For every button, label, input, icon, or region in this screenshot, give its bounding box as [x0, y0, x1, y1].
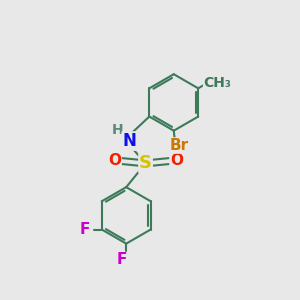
Text: F: F [117, 253, 127, 268]
Text: F: F [80, 222, 90, 237]
Text: S: S [139, 154, 152, 172]
Text: O: O [108, 154, 121, 169]
Text: O: O [170, 154, 183, 169]
Text: Br: Br [169, 138, 188, 153]
Text: N: N [122, 132, 136, 150]
Text: H: H [112, 123, 123, 137]
Text: CH₃: CH₃ [204, 76, 232, 90]
